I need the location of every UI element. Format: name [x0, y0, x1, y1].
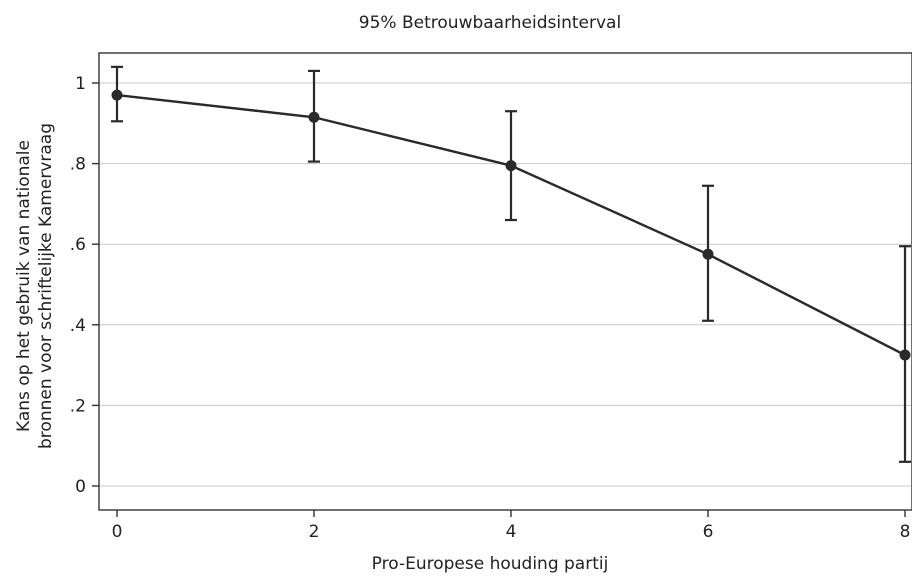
x-axis-label: Pro-Europese houding partij	[372, 554, 609, 574]
x-tick-label: 4	[506, 522, 517, 542]
y-axis: 0 .2 .4 .6 .8 1	[70, 74, 99, 497]
x-tick-label: 8	[900, 522, 911, 542]
x-tick-label: 0	[112, 522, 123, 542]
y-tick-label: .2	[70, 396, 86, 416]
y-axis-label: Kans op het gebruik van nationale bronne…	[14, 123, 56, 449]
y-tick-label: .4	[70, 316, 86, 336]
chart-title: 95% Betrouwbaarheidsinterval	[359, 13, 621, 33]
y-tick-label: 1	[75, 74, 86, 94]
y-tick-label: .6	[70, 235, 86, 255]
series-layer	[111, 65, 911, 463]
y-axis-label-line-2: bronnen voor schriftelijke Kamervraag	[36, 123, 56, 449]
data-point	[899, 349, 911, 361]
y-tick-label: .8	[70, 155, 86, 175]
data-point	[308, 111, 320, 123]
x-axis: 0 2 4 6 8	[112, 510, 911, 542]
data-point	[505, 160, 517, 172]
data-point	[702, 248, 714, 260]
gridlines	[99, 82, 912, 487]
x-tick-label: 2	[309, 522, 320, 542]
y-axis-label-line-1: Kans op het gebruik van nationale	[14, 140, 34, 432]
data-point	[111, 89, 123, 101]
y-tick-label: 0	[75, 477, 86, 497]
x-tick-label: 6	[703, 522, 714, 542]
plot-frame	[98, 52, 912, 511]
